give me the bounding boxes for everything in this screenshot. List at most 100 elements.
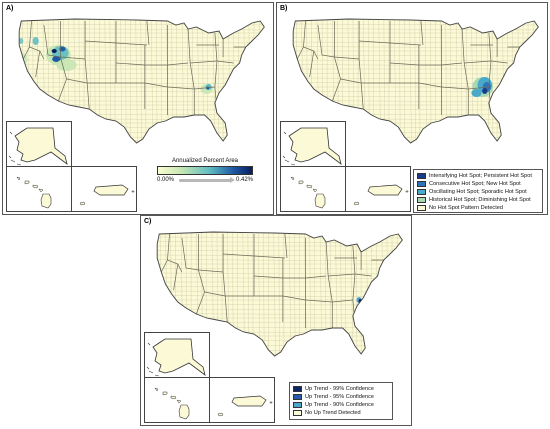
state-boundary <box>332 299 353 303</box>
island <box>283 131 287 135</box>
island <box>38 188 44 193</box>
panel-c-label: C) <box>144 218 152 225</box>
puerto-rico-inset-c <box>209 377 275 423</box>
state-boundary <box>29 20 45 60</box>
state-boundary <box>43 24 61 58</box>
conus-shape <box>18 18 265 144</box>
colorbar-min-label: 0.00% <box>157 177 175 183</box>
island <box>154 387 159 392</box>
state-boundary <box>35 50 41 78</box>
legend-item: Consecutive Hot Spot; New Hot Spot <box>417 180 539 188</box>
island <box>176 399 182 404</box>
conus-map-a <box>18 18 265 144</box>
state-boundary <box>144 82 168 88</box>
island <box>405 190 409 193</box>
puerto-rico-shape <box>367 184 403 196</box>
state-boundary <box>418 82 442 88</box>
state-boundary <box>420 20 424 46</box>
conus-shape <box>156 231 403 357</box>
panel-b: B) Intensifying Hot Spot; Persistent Hot… <box>276 2 548 215</box>
alaska-map <box>146 338 206 377</box>
state-boundary <box>146 20 150 46</box>
state-boundary <box>181 237 199 271</box>
island <box>217 412 224 417</box>
state-boundary <box>352 245 356 325</box>
island <box>32 184 39 189</box>
state-boundary <box>115 42 147 46</box>
legend-label: Consecutive Hot Spot; New Hot Spot <box>429 181 521 187</box>
state-boundary <box>309 50 315 78</box>
state-boundary <box>190 60 217 64</box>
state-boundary <box>84 21 90 110</box>
aleutian-islands <box>146 366 160 377</box>
legend-swatch <box>417 197 426 203</box>
legend-swatch <box>293 386 302 392</box>
alaska-inset-c <box>144 332 210 378</box>
island <box>79 201 86 206</box>
state-boundary <box>282 295 306 301</box>
island <box>269 401 273 404</box>
aleutian-islands <box>8 155 22 166</box>
legend-item: Historical Hot Spot; Diminishing Hot Spo… <box>417 196 539 204</box>
legend-item: No Hot Spot Pattern Detected <box>417 204 539 212</box>
state-boundary <box>284 233 288 259</box>
state-boundary <box>490 60 508 64</box>
puerto-rico-shape <box>231 395 267 407</box>
puerto-rico-map <box>79 184 135 206</box>
legend-swatch <box>417 189 426 195</box>
puerto-rico-map <box>353 184 409 206</box>
state-boundary <box>354 273 372 277</box>
panel-a: A) Annualized Percent Area 0.00% 0.42% <box>2 2 274 215</box>
alaska-map <box>282 127 342 166</box>
colorbar-title: Annualized Percent Area <box>171 158 239 164</box>
legend-swatch <box>417 205 426 211</box>
legend-item: Up Trend - 99% Confidence <box>293 385 389 393</box>
state-boundary <box>331 21 341 102</box>
hotspot-region <box>471 89 482 97</box>
alaska-inset-b <box>280 121 346 167</box>
state-boundary <box>296 46 304 60</box>
big-island <box>314 193 326 209</box>
state-boundary <box>441 62 463 66</box>
alaska-inset-a <box>6 121 72 167</box>
hotspot-region <box>52 56 61 62</box>
legend-label: Oscillating Hot Spot; Sporadic Hot Spot <box>429 189 527 195</box>
state-boundary <box>253 275 283 279</box>
island <box>9 131 13 135</box>
state-boundary <box>359 40 391 44</box>
state-boundary <box>328 273 355 277</box>
state-boundary <box>57 21 67 102</box>
alaska-map <box>8 127 68 166</box>
state-boundary <box>389 42 421 46</box>
state-boundary <box>461 28 469 115</box>
state-boundary <box>305 275 327 279</box>
island <box>131 190 135 193</box>
hotspot-region <box>482 88 488 94</box>
state-boundary <box>253 255 285 259</box>
state-boundary <box>22 46 30 60</box>
state-boundary <box>334 56 360 60</box>
hawaii-map <box>290 176 326 209</box>
hotspot-region <box>59 46 66 52</box>
island <box>147 342 151 346</box>
state-boundary <box>488 32 492 112</box>
state-boundary <box>60 56 86 60</box>
state-boundary <box>305 299 333 303</box>
hawaii-inset-c <box>144 377 210 423</box>
alaska-shape <box>288 127 342 165</box>
panel-a-legend: Annualized Percent Area 0.00% 0.42% <box>151 156 259 194</box>
aleutian-islands <box>282 155 296 166</box>
state-boundary <box>464 60 491 64</box>
state-boundary <box>216 60 234 64</box>
state-boundary <box>195 234 205 315</box>
island <box>306 184 313 189</box>
state-boundary <box>204 291 250 297</box>
legend-label: Intensifying Hot Spot; Persistent Hot Sp… <box>429 173 532 179</box>
land-fill <box>19 19 265 143</box>
hotspot-region <box>56 59 77 71</box>
panel-b-legend: Intensifying Hot Spot; Persistent Hot Sp… <box>413 169 543 213</box>
legend-item: Up Trend - 95% Confidence <box>293 393 389 401</box>
land-fill <box>157 232 403 356</box>
panel-c-legend: Up Trend - 99% Confidence Up Trend - 95%… <box>289 382 393 420</box>
state-boundary <box>223 253 255 257</box>
